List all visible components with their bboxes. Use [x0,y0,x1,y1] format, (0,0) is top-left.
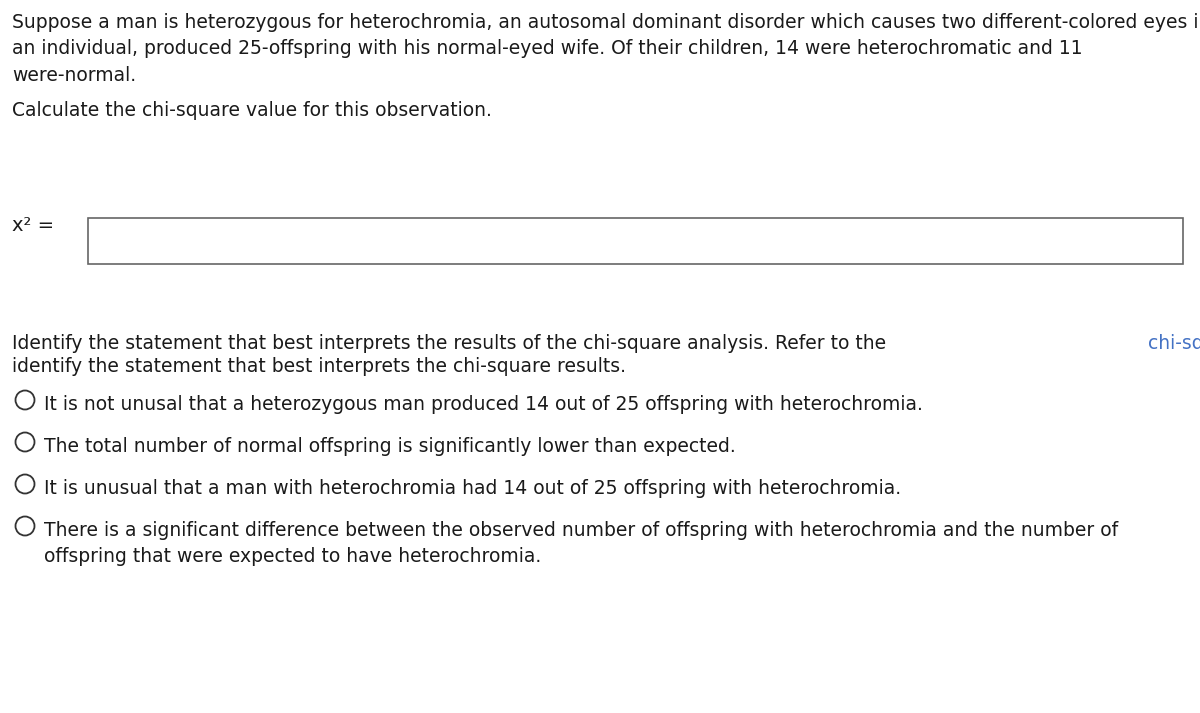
Text: identify the statement that best interprets the chi-square results.: identify the statement that best interpr… [12,357,626,376]
Text: There is a significant difference between the observed number of offspring with : There is a significant difference betwee… [43,521,1117,567]
Text: Identify the statement that best interprets the results of the chi-square analys: Identify the statement that best interpr… [12,334,892,353]
Circle shape [16,433,35,451]
Text: x² =: x² = [12,216,54,235]
Text: Calculate the chi-square value for this observation.: Calculate the chi-square value for this … [12,101,492,120]
Text: It is unusual that a man with heterochromia had 14 out of 25 offspring with hete: It is unusual that a man with heterochro… [43,479,901,498]
Circle shape [16,391,35,409]
Text: It is not unusal that a heterozygous man produced 14 out of 25 offspring with he: It is not unusal that a heterozygous man… [43,395,923,414]
Text: chi-square distribution table: chi-square distribution table [1147,334,1200,353]
Text: Suppose a man is heterozygous for heterochromia, an autosomal dominant disorder : Suppose a man is heterozygous for hetero… [12,13,1200,85]
Circle shape [16,516,35,535]
Text: The total number of normal offspring is significantly lower than expected.: The total number of normal offspring is … [43,437,736,456]
Circle shape [16,474,35,493]
FancyBboxPatch shape [88,218,1183,264]
